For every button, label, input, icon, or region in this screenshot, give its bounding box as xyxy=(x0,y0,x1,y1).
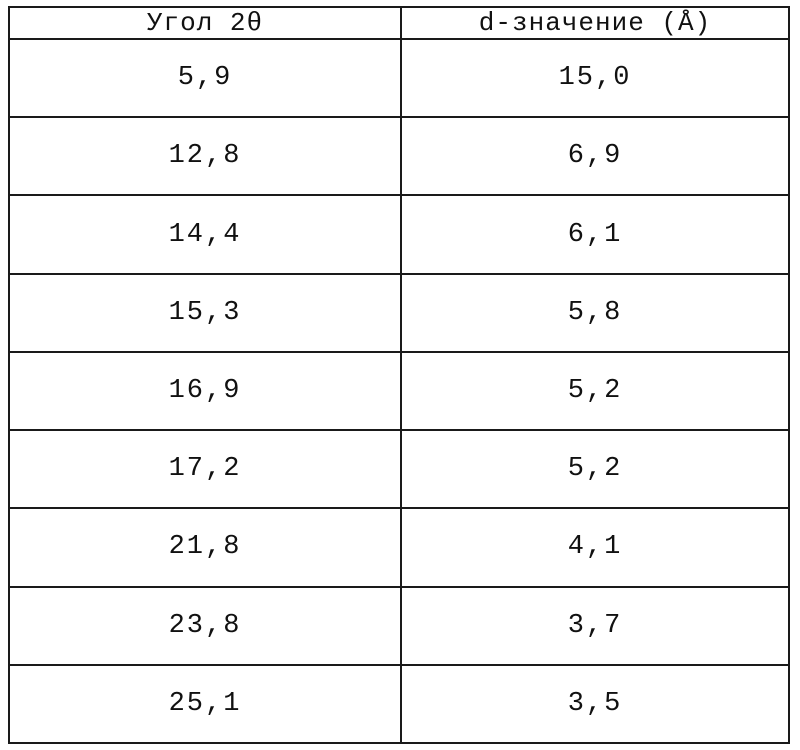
table-row: 15,3 5,8 xyxy=(8,272,790,353)
cell-angle: 15,3 xyxy=(8,272,402,353)
cell-angle: 12,8 xyxy=(8,116,402,197)
table-row: 23,8 3,7 xyxy=(8,585,790,666)
table-row: 21,8 4,1 xyxy=(8,507,790,588)
cell-angle: 16,9 xyxy=(8,350,402,432)
xrd-peak-table-container: Угол 2θ d-значение (Å) 5,9 15,0 12,8 6,9… xyxy=(8,6,790,745)
cell-d-value: 6,1 xyxy=(400,194,790,275)
cell-d-value: 5,2 xyxy=(400,350,790,432)
cell-angle: 5,9 xyxy=(8,37,402,119)
header-angle-2theta: Угол 2θ xyxy=(8,6,402,40)
xrd-peak-table: Угол 2θ d-значение (Å) 5,9 15,0 12,8 6,9… xyxy=(8,6,790,745)
cell-d-value: 5,2 xyxy=(400,429,790,510)
table-row: 25,1 3,5 xyxy=(8,663,790,745)
table-header-row: Угол 2θ d-значение (Å) xyxy=(8,6,790,40)
cell-d-value: 4,1 xyxy=(400,507,790,588)
cell-d-value: 15,0 xyxy=(400,37,790,119)
cell-angle: 17,2 xyxy=(8,429,402,510)
cell-d-value: 3,7 xyxy=(400,585,790,666)
table-body: 5,9 15,0 12,8 6,9 14,4 6,1 15,3 5,8 16,9… xyxy=(8,37,790,745)
cell-d-value: 6,9 xyxy=(400,116,790,197)
cell-d-value: 5,8 xyxy=(400,272,790,353)
cell-angle: 14,4 xyxy=(8,194,402,275)
cell-angle: 25,1 xyxy=(8,663,402,745)
table-row: 17,2 5,2 xyxy=(8,429,790,510)
cell-angle: 21,8 xyxy=(8,507,402,588)
table-row: 5,9 15,0 xyxy=(8,37,790,119)
table-row: 14,4 6,1 xyxy=(8,194,790,275)
cell-d-value: 3,5 xyxy=(400,663,790,745)
table-row: 16,9 5,2 xyxy=(8,350,790,432)
cell-angle: 23,8 xyxy=(8,585,402,666)
table-row: 12,8 6,9 xyxy=(8,116,790,197)
header-d-value: d-значение (Å) xyxy=(400,6,790,40)
